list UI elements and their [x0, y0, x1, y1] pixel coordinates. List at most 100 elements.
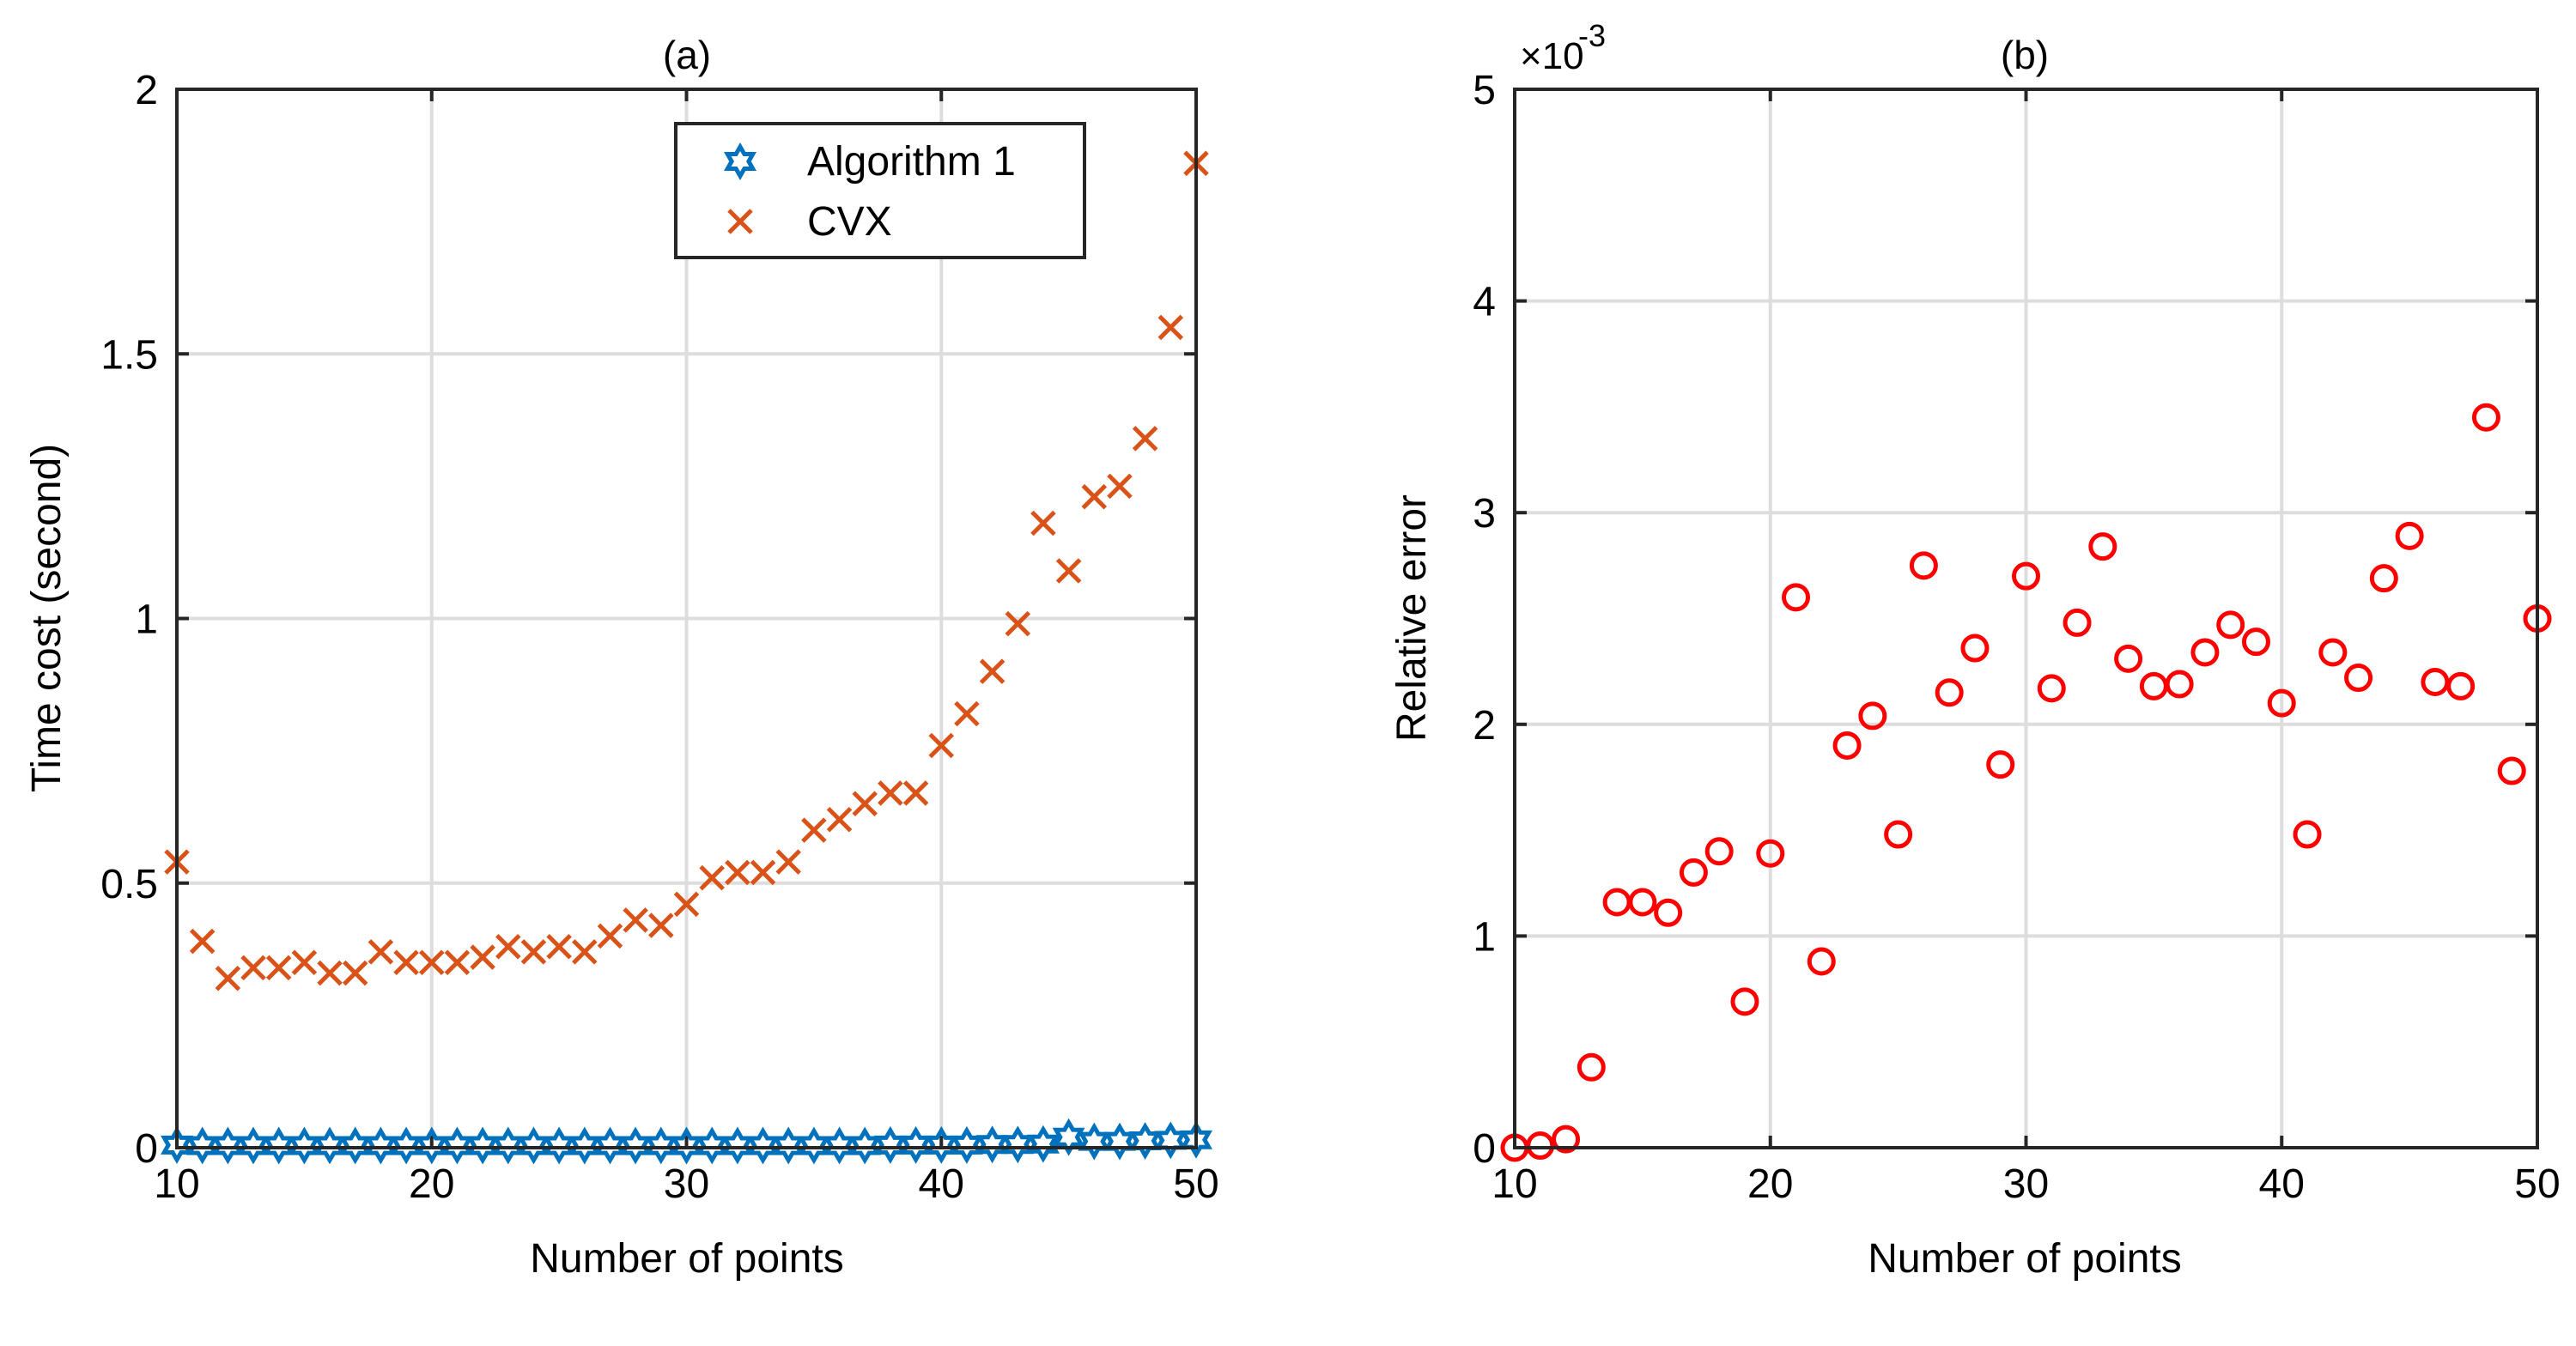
panel-a-grid: [177, 89, 1196, 1148]
panel-b-relative-error-point: [2088, 532, 2117, 561]
panel-a-cvx-point: [1132, 426, 1158, 452]
panel-a-cvx-point: [495, 933, 521, 960]
panel-a-cvx-point: [979, 658, 1005, 684]
panel-b-ytick-label: 2: [1473, 703, 1496, 749]
panel-a-algorithm-1-point: [338, 1126, 372, 1165]
panel-a-algorithm-1-point: [975, 1125, 1009, 1164]
panel-a-algorithm-1-point: [1103, 1122, 1137, 1161]
panel-a-ytick-label: 0.5: [100, 862, 158, 907]
legend-cvx-symbol: [727, 209, 753, 234]
panel-b-xtick-label: 50: [2514, 1161, 2560, 1207]
panel-b-relative-error-point: [1756, 839, 1785, 868]
panel-a-cvx-point: [954, 700, 980, 727]
panel-b-axes-box: [1513, 88, 2539, 1149]
panel-b-relative-error-point: [2395, 521, 2424, 550]
legend-box: [674, 122, 1086, 259]
legend-cvx-label: CVX: [807, 199, 892, 245]
panel-a-cvx-point: [699, 864, 725, 891]
panel-b-grid: [1515, 89, 2537, 1148]
panel-b-ytick-label: 5: [1473, 68, 1496, 113]
panel-b-relative-error-point: [2497, 756, 2526, 785]
panel-b: (b) Number of points Relative error ×10 …: [1389, 18, 2561, 1282]
panel-b-relative-error-point: [2421, 667, 2450, 696]
panel-a-cvx-point: [368, 939, 394, 965]
panel-b-relative-error-point: [2012, 561, 2040, 591]
panel-a-algorithm-1-point: [543, 1126, 576, 1165]
panel-b-x-axis-label: Number of points: [1868, 1236, 2182, 1282]
panel-b-relative-error-point: [2190, 638, 2220, 667]
panel-a-xtick-label: 20: [409, 1161, 454, 1207]
panel-a-cvx-point: [572, 939, 598, 965]
panel-a-cvx-point: [393, 949, 419, 975]
panel-a-cvx-point: [215, 965, 241, 991]
panel-a-algorithm-1-point: [211, 1126, 245, 1165]
panel-b-ytick-label: 3: [1473, 491, 1496, 537]
panel-a-algorithm-1-point: [823, 1126, 856, 1165]
panel-a-cvx-point: [189, 928, 216, 955]
panel-a-xtick-label: 10: [154, 1161, 199, 1207]
panel-b-relative-error-point: [2267, 688, 2296, 718]
panel-a-cvx-point: [342, 960, 368, 986]
panel-a-ticks: 10 20 30 40 50 0 0.5 1 1.5 2: [100, 68, 1218, 1207]
panel-b-marks: [1500, 403, 2552, 1162]
panel-b-relative-error-point: [1884, 820, 1913, 849]
panel-a-algorithm-1-point: [491, 1126, 525, 1165]
exponent-base: ×10: [1520, 35, 1584, 77]
panel-b-ytick-label: 0: [1473, 1126, 1496, 1172]
panel-a-algorithm-1-point: [593, 1126, 627, 1165]
panel-a-algorithm-1-point: [466, 1126, 500, 1165]
panel-a-cvx-point: [520, 939, 547, 965]
panel-a-cvx-point: [597, 923, 623, 949]
panel-a-cvx-point: [470, 944, 495, 970]
panel-a-xtick-label: 40: [919, 1161, 964, 1207]
panel-a-algorithm-1-point: [1180, 1120, 1212, 1159]
legend-algorithm1-symbol: [724, 142, 756, 181]
panel-a-cvx-point: [1081, 483, 1108, 510]
panel-a-cvx-point: [317, 960, 343, 986]
panel-a-algorithm-1-point: [390, 1126, 423, 1165]
panel-a-cvx-point: [623, 907, 648, 933]
panel-b-ytick-label: 1: [1473, 914, 1496, 960]
panel-a-algorithm-1-point: [1052, 1118, 1085, 1156]
panel-a-ytick-label: 1: [135, 597, 158, 643]
panel-b-relative-error-point: [2165, 670, 2194, 699]
panel-b-relative-error-point: [1935, 678, 1964, 707]
panel-a-algorithm-1-point: [1026, 1125, 1060, 1163]
legend-algorithm1-marker: [724, 142, 756, 181]
panel-b-relative-error-point: [1960, 634, 1990, 663]
exponent-power: -3: [1578, 18, 1606, 53]
panel-a-algorithm-1-point: [517, 1126, 550, 1165]
panel-a-algorithm-1-point: [236, 1126, 270, 1165]
panel-b-xtick-label: 10: [1492, 1161, 1537, 1207]
panel-a-cvx-point: [826, 807, 853, 833]
panel-b-relative-error-point: [2293, 820, 2322, 849]
panel-a-algorithm-1-point: [364, 1126, 398, 1165]
panel-a-xtick-label: 50: [1173, 1161, 1218, 1207]
panel-a-cvx-point: [673, 891, 700, 918]
panel-a-algorithm-1-point: [185, 1126, 219, 1165]
panel-a-cvx-point: [902, 780, 929, 806]
panel-b-relative-error-point: [1858, 701, 1887, 731]
panel-a-algorithm-1-point: [696, 1126, 729, 1165]
panel-a-cvx-point: [1055, 558, 1082, 584]
panel-b-exponent-label: ×10 -3: [1520, 18, 1606, 77]
panel-b-relative-error-point: [2037, 674, 2066, 703]
panel-a-cvx-point: [240, 955, 266, 981]
panel-a-cvx-point: [444, 949, 471, 975]
panel-b-relative-error-point: [2139, 671, 2168, 700]
panel-a-title: (a): [663, 33, 711, 77]
panel-a-algorithm-1-point: [950, 1125, 983, 1164]
panel-a-ytick-label: 1.5: [100, 332, 158, 378]
panel-a-algorithm-1-point: [1078, 1122, 1111, 1161]
panel-a-cvx-point: [1157, 314, 1184, 341]
panel-b-relative-error-point: [2471, 403, 2500, 432]
panel-a-axes-box: [175, 88, 1198, 1149]
panel-b-relative-error-point: [2216, 610, 2245, 640]
panel-a-algorithm-1-point: [619, 1126, 653, 1165]
panel-b-relative-error-point: [1679, 858, 1708, 887]
panel-b-relative-error-point: [1654, 898, 1683, 927]
panel-a-cvx-point: [265, 955, 292, 981]
panel-b-relative-error-point: [1807, 947, 1836, 976]
panel-b-title: (b): [2001, 33, 2049, 77]
panel-b-relative-error-point: [1832, 731, 1862, 760]
